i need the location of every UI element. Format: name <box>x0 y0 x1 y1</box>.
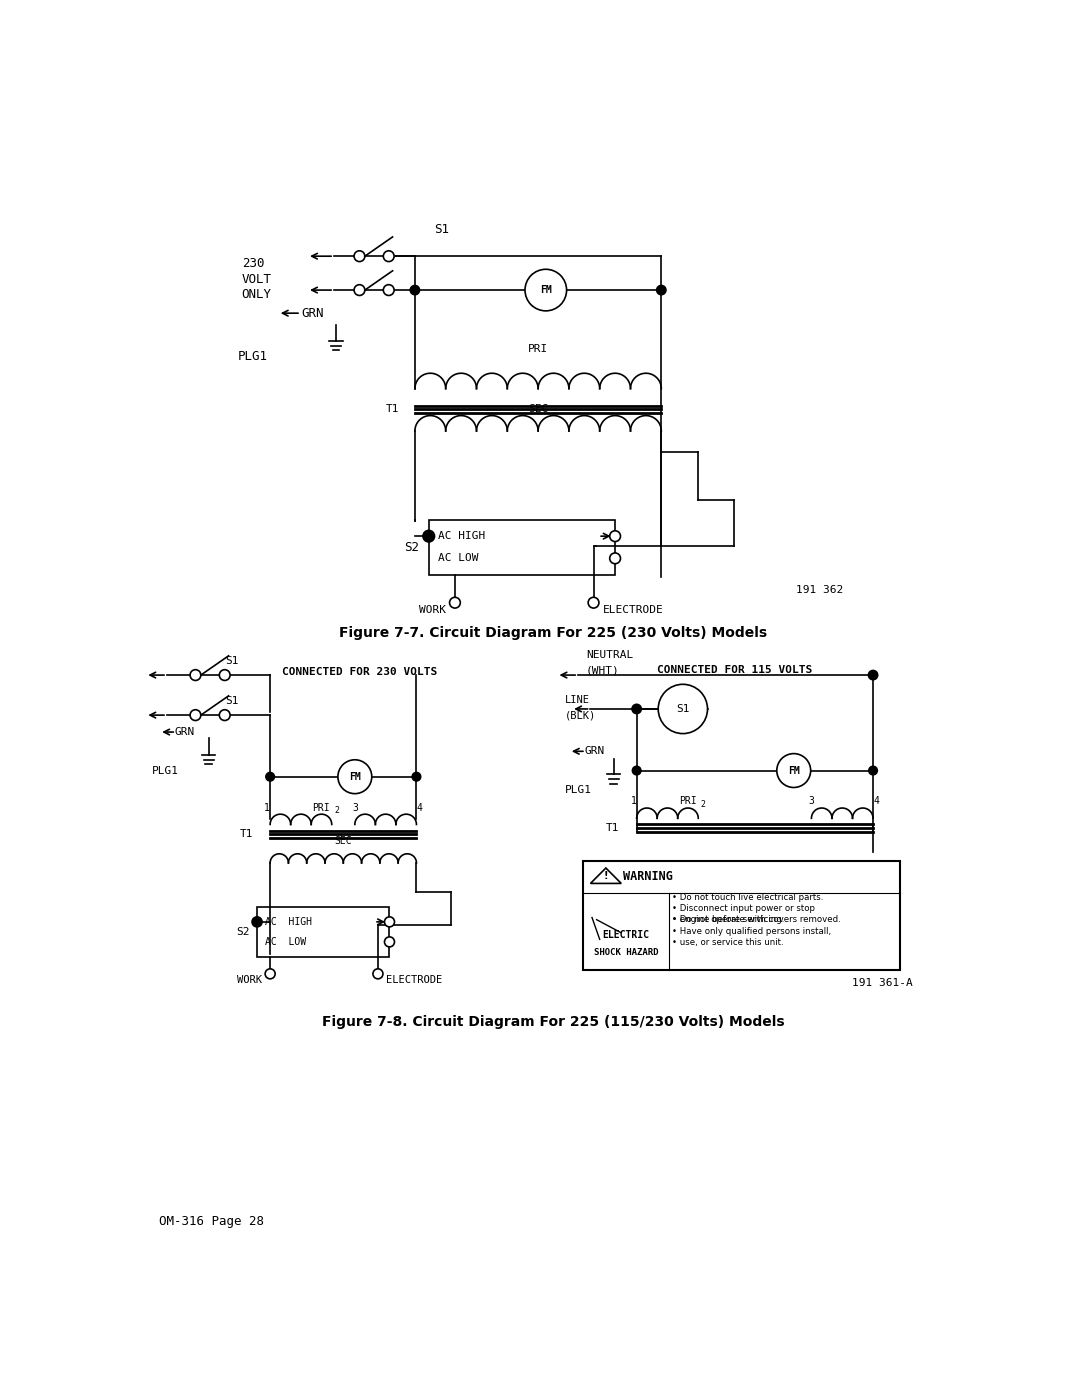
Circle shape <box>384 937 394 947</box>
Circle shape <box>219 669 230 680</box>
Text: 1: 1 <box>265 802 270 813</box>
Text: AC  HIGH: AC HIGH <box>265 916 312 926</box>
Circle shape <box>383 251 394 261</box>
Circle shape <box>373 970 383 979</box>
Text: 3: 3 <box>809 796 814 806</box>
Text: VOLT: VOLT <box>242 272 272 286</box>
Text: T1: T1 <box>386 404 400 415</box>
Text: 191 361-A: 191 361-A <box>852 978 913 988</box>
Text: T1: T1 <box>606 823 620 833</box>
Text: 230: 230 <box>242 257 265 271</box>
Text: GRN: GRN <box>584 746 605 756</box>
Text: 4: 4 <box>874 796 879 806</box>
Bar <box>257 907 390 957</box>
Text: PLG1: PLG1 <box>565 785 592 795</box>
Text: • Do not touch live electrical parts.: • Do not touch live electrical parts. <box>672 893 823 902</box>
Text: T1: T1 <box>240 830 253 840</box>
Text: ONLY: ONLY <box>242 288 272 302</box>
Circle shape <box>190 710 201 721</box>
Text: WARNING: WARNING <box>623 870 673 883</box>
Circle shape <box>525 270 567 312</box>
Text: PLG1: PLG1 <box>151 766 178 775</box>
Circle shape <box>219 710 230 721</box>
Text: PLG1: PLG1 <box>238 349 268 363</box>
Text: CONNECTED FOR 230 VOLTS: CONNECTED FOR 230 VOLTS <box>283 666 437 678</box>
Text: 1: 1 <box>631 796 636 806</box>
Text: PRI: PRI <box>312 802 330 813</box>
Text: ELECTRODE: ELECTRODE <box>603 605 663 616</box>
Circle shape <box>410 285 419 295</box>
Text: FM: FM <box>349 771 361 782</box>
Text: S2: S2 <box>405 541 419 553</box>
Text: 2: 2 <box>701 800 705 809</box>
Circle shape <box>266 773 274 781</box>
Circle shape <box>658 685 707 733</box>
Text: • Disconnect input power or stop: • Disconnect input power or stop <box>672 904 815 914</box>
Text: PRI: PRI <box>679 796 697 806</box>
Text: (WHT): (WHT) <box>585 665 620 676</box>
Text: AC  LOW: AC LOW <box>265 937 306 947</box>
Text: 191 362: 191 362 <box>796 585 843 595</box>
Text: 4: 4 <box>417 802 422 813</box>
Text: WORK: WORK <box>419 605 446 616</box>
Bar <box>429 520 616 576</box>
Text: • engine before servicing.: • engine before servicing. <box>672 915 784 923</box>
Circle shape <box>777 753 811 788</box>
Text: ELECTRIC: ELECTRIC <box>603 930 649 940</box>
Circle shape <box>633 767 640 775</box>
Text: • use, or service this unit.: • use, or service this unit. <box>672 937 784 947</box>
Circle shape <box>354 251 365 261</box>
Text: LINE: LINE <box>565 694 590 704</box>
Text: S1: S1 <box>225 696 239 705</box>
Text: AC HIGH: AC HIGH <box>438 531 485 541</box>
Text: OM-316 Page 28: OM-316 Page 28 <box>159 1215 265 1228</box>
Circle shape <box>383 285 394 295</box>
Text: FM: FM <box>540 285 552 295</box>
Text: (BLK): (BLK) <box>565 710 596 719</box>
Text: PRI: PRI <box>528 344 549 353</box>
Circle shape <box>413 773 421 781</box>
Circle shape <box>338 760 372 793</box>
Text: S1: S1 <box>676 704 690 714</box>
Text: WORK: WORK <box>238 975 262 985</box>
Text: 2: 2 <box>334 806 339 814</box>
Circle shape <box>384 916 394 926</box>
Circle shape <box>610 531 621 542</box>
Text: GRN: GRN <box>301 307 323 320</box>
Bar <box>583 861 900 970</box>
Circle shape <box>610 553 621 564</box>
Text: SEC: SEC <box>335 835 352 847</box>
Text: ELECTRODE: ELECTRODE <box>386 975 442 985</box>
Circle shape <box>868 767 877 775</box>
Text: S1: S1 <box>434 224 449 236</box>
Circle shape <box>868 671 878 680</box>
Text: !: ! <box>604 870 608 880</box>
Text: AC LOW: AC LOW <box>438 553 478 563</box>
Circle shape <box>252 916 262 926</box>
Text: • Have only qualified persons install,: • Have only qualified persons install, <box>672 926 832 936</box>
Circle shape <box>190 669 201 680</box>
Circle shape <box>657 285 666 295</box>
Text: S2: S2 <box>235 926 249 937</box>
Text: • Do not operate with covers removed.: • Do not operate with covers removed. <box>672 915 841 925</box>
Text: SHOCK HAZARD: SHOCK HAZARD <box>594 949 658 957</box>
Text: Figure 7-7. Circuit Diagram For 225 (230 Volts) Models: Figure 7-7. Circuit Diagram For 225 (230… <box>339 626 768 640</box>
Text: 3: 3 <box>352 802 357 813</box>
Text: SEC: SEC <box>528 404 549 414</box>
Circle shape <box>589 598 599 608</box>
Text: CONNECTED FOR 115 VOLTS: CONNECTED FOR 115 VOLTS <box>658 665 812 676</box>
Circle shape <box>423 531 434 542</box>
Text: Figure 7-8. Circuit Diagram For 225 (115/230 Volts) Models: Figure 7-8. Circuit Diagram For 225 (115… <box>322 1014 785 1028</box>
Circle shape <box>449 598 460 608</box>
Text: FM: FM <box>788 766 799 775</box>
Circle shape <box>265 970 275 979</box>
Circle shape <box>632 704 642 714</box>
Text: NEUTRAL: NEUTRAL <box>585 650 633 659</box>
Circle shape <box>354 285 365 295</box>
Text: S1: S1 <box>225 655 239 666</box>
Text: GRN: GRN <box>175 726 194 738</box>
